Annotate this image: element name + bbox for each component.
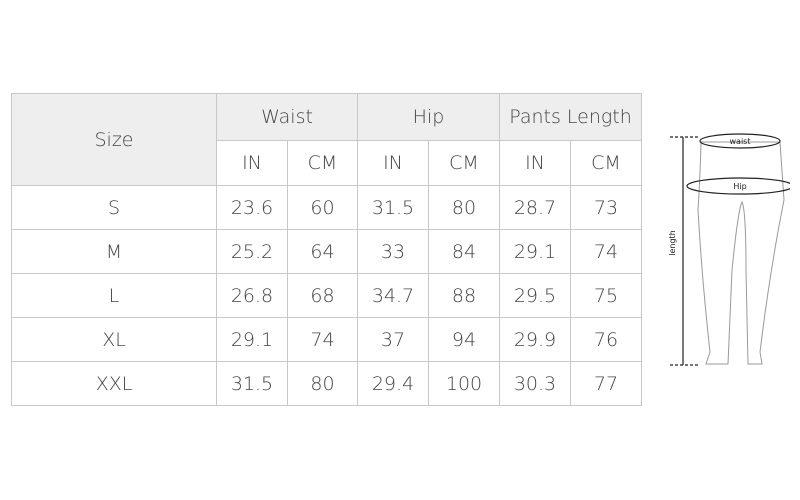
table-row: S 23.6 60 31.5 80 28.7 73 — [11, 185, 642, 230]
value-cell: 74 — [570, 229, 642, 274]
value-cell: 80 — [428, 185, 500, 230]
value-cell: 31.5 — [216, 361, 288, 406]
value-cell: 74 — [287, 317, 358, 362]
value-cell: 94 — [428, 317, 500, 362]
value-cell: 84 — [428, 229, 500, 274]
value-cell: 68 — [287, 273, 358, 318]
unit-cell: IN — [357, 140, 429, 186]
hip-ellipse — [686, 177, 790, 195]
header-cell: Pants Length — [499, 93, 642, 141]
value-cell: 76 — [570, 317, 642, 362]
size-cell: M — [11, 229, 217, 274]
size-cell: XXL — [11, 361, 217, 406]
unit-cell: IN — [216, 140, 288, 186]
unit-cell: CM — [570, 140, 642, 186]
value-cell: 30.3 — [499, 361, 571, 406]
unit-cell: CM — [287, 140, 358, 186]
value-cell: 88 — [428, 273, 500, 318]
value-cell: 75 — [570, 273, 642, 318]
value-cell: 100 — [428, 361, 500, 406]
header-cell: Waist — [216, 93, 358, 141]
size-cell: L — [11, 273, 217, 318]
value-cell: 26.8 — [216, 273, 288, 318]
unit-cell: IN — [499, 140, 571, 186]
value-cell: 60 — [287, 185, 358, 230]
leggings-outline — [697, 141, 785, 365]
header-cell: Size — [11, 93, 217, 186]
size-cell: S — [11, 185, 217, 230]
value-cell: 23.6 — [216, 185, 288, 230]
waist-label: waist — [730, 137, 751, 146]
value-cell: 29.1 — [216, 317, 288, 362]
leggings-diagram: waist Hip length — [668, 133, 790, 366]
value-cell: 80 — [287, 361, 358, 406]
waist-ellipse — [699, 133, 781, 149]
value-cell: 31.5 — [357, 185, 429, 230]
value-cell: 77 — [570, 361, 642, 406]
table-row: XXL 31.5 80 29.4 100 30.3 77 — [11, 361, 642, 406]
value-cell: 28.7 — [499, 185, 571, 230]
value-cell: 33 — [357, 229, 429, 274]
table-row: XL 29.1 74 37 94 29.9 76 — [11, 317, 642, 362]
value-cell: 29.5 — [499, 273, 571, 318]
value-cell: 25.2 — [216, 229, 288, 274]
unit-cell: CM — [428, 140, 500, 186]
value-cell: 37 — [357, 317, 429, 362]
value-cell: 29.1 — [499, 229, 571, 274]
value-cell: 73 — [570, 185, 642, 230]
value-cell: 34.7 — [357, 273, 429, 318]
value-cell: 64 — [287, 229, 358, 274]
size-table: Size Waist Hip Pants Length IN CM IN CM … — [11, 93, 642, 406]
size-cell: XL — [11, 317, 217, 362]
table-row: L 26.8 68 34.7 88 29.5 75 — [11, 273, 642, 318]
length-label: length — [668, 230, 677, 256]
hip-label: Hip — [733, 182, 746, 191]
header-cell: Hip — [357, 93, 500, 141]
value-cell: 29.9 — [499, 317, 571, 362]
value-cell: 29.4 — [357, 361, 429, 406]
table-row: M 25.2 64 33 84 29.1 74 — [11, 229, 642, 274]
